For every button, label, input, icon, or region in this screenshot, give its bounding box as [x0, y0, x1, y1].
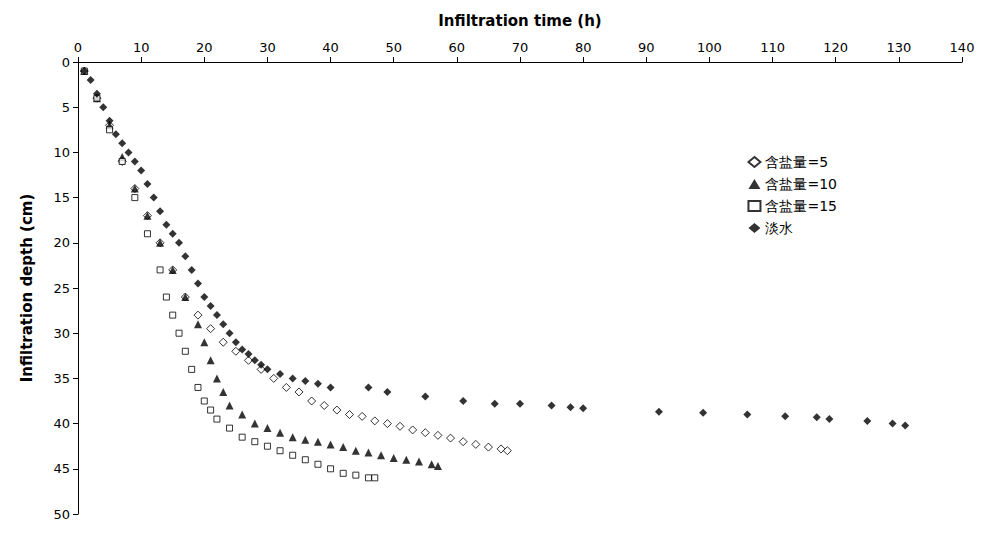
- svg-text:含盐量=10: 含盐量=10: [765, 176, 837, 192]
- svg-text:30: 30: [259, 40, 276, 55]
- svg-text:15: 15: [53, 190, 70, 205]
- svg-text:100: 100: [697, 40, 722, 55]
- svg-text:40: 40: [53, 416, 70, 431]
- svg-text:60: 60: [449, 40, 466, 55]
- svg-text:30: 30: [53, 326, 70, 341]
- svg-text:Infiltration time (h): Infiltration time (h): [438, 12, 601, 30]
- svg-text:0: 0: [62, 55, 70, 70]
- svg-text:140: 140: [950, 40, 975, 55]
- svg-text:5: 5: [62, 100, 70, 115]
- svg-text:25: 25: [53, 281, 70, 296]
- svg-text:20: 20: [53, 235, 70, 250]
- svg-text:Infiltration depth (cm): Infiltration depth (cm): [18, 194, 36, 383]
- svg-text:淡水: 淡水: [765, 220, 793, 236]
- svg-text:120: 120: [823, 40, 848, 55]
- svg-text:10: 10: [133, 40, 150, 55]
- svg-text:70: 70: [512, 40, 529, 55]
- svg-text:90: 90: [638, 40, 655, 55]
- svg-text:110: 110: [760, 40, 785, 55]
- svg-text:20: 20: [196, 40, 213, 55]
- svg-text:含盐量=5: 含盐量=5: [765, 154, 828, 170]
- svg-text:含盐量=15: 含盐量=15: [765, 198, 837, 214]
- svg-text:45: 45: [53, 461, 70, 476]
- svg-text:50: 50: [53, 507, 70, 522]
- svg-text:35: 35: [53, 371, 70, 386]
- svg-text:10: 10: [53, 145, 70, 160]
- svg-text:80: 80: [575, 40, 592, 55]
- svg-text:40: 40: [322, 40, 339, 55]
- svg-text:50: 50: [385, 40, 402, 55]
- svg-text:0: 0: [74, 40, 82, 55]
- svg-text:130: 130: [886, 40, 911, 55]
